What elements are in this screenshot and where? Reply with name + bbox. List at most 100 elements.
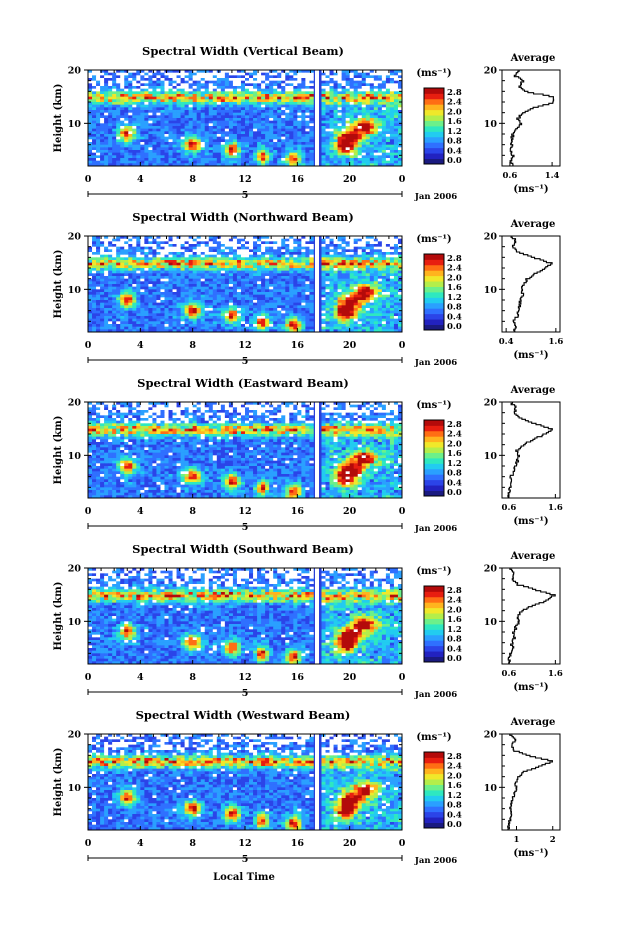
heatmap-cell bbox=[269, 104, 274, 108]
heatmap-cell bbox=[96, 305, 101, 309]
heatmap-cell bbox=[253, 147, 258, 151]
heatmap-cell bbox=[184, 128, 189, 132]
heatmap-cell bbox=[112, 150, 117, 153]
heatmap-cell bbox=[228, 80, 234, 84]
heatmap-cell bbox=[208, 120, 214, 124]
heatmap-cell bbox=[301, 294, 306, 298]
heatmap-cell bbox=[92, 96, 97, 100]
heatmap-cell bbox=[381, 265, 387, 269]
heatmap-cell bbox=[140, 155, 145, 159]
heatmap-cell bbox=[329, 86, 334, 89]
heatmap-cell bbox=[196, 273, 202, 277]
heatmap-cell bbox=[132, 70, 137, 73]
heatmap-cell bbox=[337, 147, 342, 151]
heatmap-cell bbox=[176, 273, 181, 277]
heatmap-cell bbox=[204, 155, 210, 159]
heatmap-cell bbox=[136, 118, 141, 121]
heatmap-cell bbox=[373, 292, 379, 295]
heatmap-cell bbox=[333, 115, 338, 119]
heatmap-cell bbox=[257, 142, 262, 145]
heatmap-cell bbox=[365, 292, 371, 295]
heatmap-cell bbox=[180, 281, 185, 285]
heatmap-cell bbox=[349, 244, 354, 247]
heatmap-cell bbox=[289, 123, 294, 127]
heatmap-cell bbox=[156, 131, 161, 135]
heatmap-cell bbox=[365, 262, 371, 266]
heatmap-cell bbox=[265, 107, 270, 111]
heatmap-cell bbox=[200, 155, 206, 159]
heatmap-cell bbox=[136, 91, 141, 95]
heatmap-cell bbox=[265, 96, 270, 100]
heatmap-cell bbox=[160, 94, 165, 97]
heatmap-cell bbox=[176, 286, 181, 290]
heatmap-cell bbox=[305, 118, 310, 121]
heatmap-cell bbox=[100, 257, 105, 261]
heatmap-cell bbox=[393, 294, 399, 298]
heatmap-cell bbox=[88, 254, 93, 258]
heatmap-cell bbox=[337, 297, 342, 301]
heatmap-cell bbox=[220, 238, 226, 242]
heatmap-cell bbox=[168, 86, 173, 89]
heatmap-cell bbox=[245, 238, 250, 242]
heatmap-cell bbox=[112, 152, 117, 156]
heatmap-cell bbox=[140, 241, 145, 245]
heatmap-cell bbox=[212, 86, 218, 89]
heatmap-cell bbox=[385, 110, 391, 113]
heatmap-cell bbox=[184, 120, 189, 124]
heatmap-cell bbox=[389, 99, 395, 103]
heatmap-cell bbox=[240, 112, 246, 116]
heatmap-cell bbox=[188, 276, 193, 279]
heatmap-cell bbox=[305, 302, 310, 306]
heatmap-cell bbox=[136, 120, 141, 124]
heatmap-cell bbox=[297, 262, 302, 266]
heatmap-cell bbox=[361, 70, 367, 73]
heatmap-cell bbox=[273, 102, 278, 105]
heatmap-cell bbox=[281, 297, 286, 301]
heatmap-cell bbox=[124, 244, 129, 247]
heatmap-cell bbox=[333, 260, 338, 263]
heatmap-cell bbox=[261, 257, 266, 261]
heatmap-cell bbox=[168, 126, 173, 129]
heatmap-cell bbox=[345, 276, 350, 279]
heatmap-cell bbox=[345, 88, 350, 92]
heatmap-cell bbox=[333, 284, 338, 287]
heatmap-cell bbox=[365, 120, 371, 124]
heatmap-cell bbox=[381, 260, 387, 263]
heatmap-cell bbox=[128, 128, 133, 132]
heatmap-cell bbox=[341, 278, 346, 282]
heatmap-cell bbox=[192, 160, 197, 164]
heatmap-cell bbox=[208, 294, 214, 298]
heatmap-cell bbox=[88, 120, 93, 124]
heatmap-cell bbox=[293, 91, 298, 95]
heatmap-cell bbox=[369, 302, 375, 306]
heatmap-cell bbox=[357, 94, 363, 97]
heatmap-cell bbox=[168, 80, 173, 84]
heatmap-cell bbox=[341, 88, 346, 92]
heatmap-cell bbox=[293, 104, 298, 108]
heatmap-cell bbox=[200, 123, 206, 127]
heatmap-cell bbox=[140, 112, 145, 116]
heatmap-cell bbox=[132, 270, 137, 274]
heatmap-cell bbox=[261, 294, 266, 298]
heatmap-cell bbox=[377, 241, 383, 245]
heatmap-cell bbox=[329, 94, 334, 97]
heatmap-cell bbox=[232, 284, 238, 287]
heatmap-cell bbox=[128, 286, 133, 290]
heatmap-cell bbox=[345, 96, 350, 100]
heatmap-cell bbox=[381, 147, 387, 151]
heatmap-cell bbox=[96, 72, 101, 76]
heatmap-cell bbox=[176, 246, 181, 250]
heatmap-cell bbox=[144, 147, 149, 151]
heatmap-cell bbox=[393, 297, 399, 301]
heatmap-cell bbox=[96, 262, 101, 266]
heatmap-cell bbox=[220, 163, 226, 166]
heatmap-cell bbox=[345, 86, 350, 89]
colorbar-segment bbox=[424, 136, 444, 143]
heatmap-cell bbox=[144, 91, 149, 95]
heatmap-cell bbox=[245, 305, 250, 309]
heatmap-cell bbox=[148, 284, 153, 287]
heatmap-cell bbox=[277, 118, 282, 121]
heatmap-cell bbox=[329, 72, 334, 76]
heatmap-cell bbox=[108, 236, 113, 239]
heatmap-cell bbox=[261, 281, 266, 285]
